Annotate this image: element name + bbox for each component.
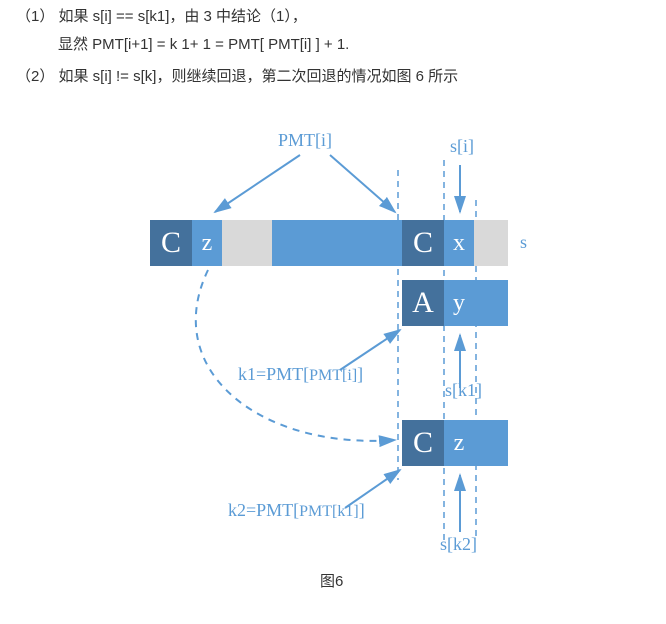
label-k1-c: ] <box>357 364 363 384</box>
diagram-figure-6: PMT[i] s[i] s k1=PMT[PMT[i]] s[k1] k2=PM… <box>0 120 666 590</box>
figure-caption: 图6 <box>320 570 343 591</box>
label-pmti: PMT[i] <box>278 130 332 151</box>
row3-cell-C: C <box>402 420 444 466</box>
row1-cell-end <box>474 220 508 266</box>
dashed-curve-arrow <box>196 270 395 441</box>
page: （1） 如果 s[i] == s[k1]，由 3 中结论（1）， 显然 PMT[… <box>0 0 666 624</box>
label-sk2: s[k2] <box>440 534 477 555</box>
arrow-pmti-right <box>330 155 395 212</box>
label-si: s[i] <box>450 136 474 157</box>
label-k2-a: k2=PMT[ <box>228 500 299 520</box>
label-sk1: s[k1] <box>445 380 482 401</box>
label-k2-c: ] <box>359 500 365 520</box>
row1-cell-grey1 <box>222 220 272 266</box>
row2-cell-A: A <box>402 280 444 326</box>
label-k2-b: PMT[k1] <box>299 503 359 520</box>
row3-cell-z: z <box>444 420 474 466</box>
row2-cell-end <box>474 280 508 326</box>
row1-cell-mid <box>272 220 402 266</box>
text-line-2: （2） 如果 s[i] != s[k]，则继续回退，第二次回退的情况如图 6 所… <box>16 66 458 89</box>
text-line-1b: 显然 PMT[i+1] = k 1+ 1 = PMT[ PMT[i] ] + 1… <box>58 34 349 57</box>
label-k2: k2=PMT[PMT[k1]] <box>228 500 365 521</box>
label-k1-a: k1=PMT[ <box>238 364 309 384</box>
label-s-right: s <box>520 232 527 253</box>
row2-cell-y: y <box>444 280 474 326</box>
row3-cell-end <box>474 420 508 466</box>
row1-cell-C1: C <box>150 220 192 266</box>
row1-cell-z1: z <box>192 220 222 266</box>
label-k1-b: PMT[i] <box>309 367 357 384</box>
label-k1: k1=PMT[PMT[i]] <box>238 364 363 385</box>
text-line-1a: （1） 如果 s[i] == s[k1]，由 3 中结论（1）， <box>16 6 307 29</box>
arrow-pmti-left <box>215 155 300 212</box>
row1-cell-x: x <box>444 220 474 266</box>
row1-cell-C2: C <box>402 220 444 266</box>
